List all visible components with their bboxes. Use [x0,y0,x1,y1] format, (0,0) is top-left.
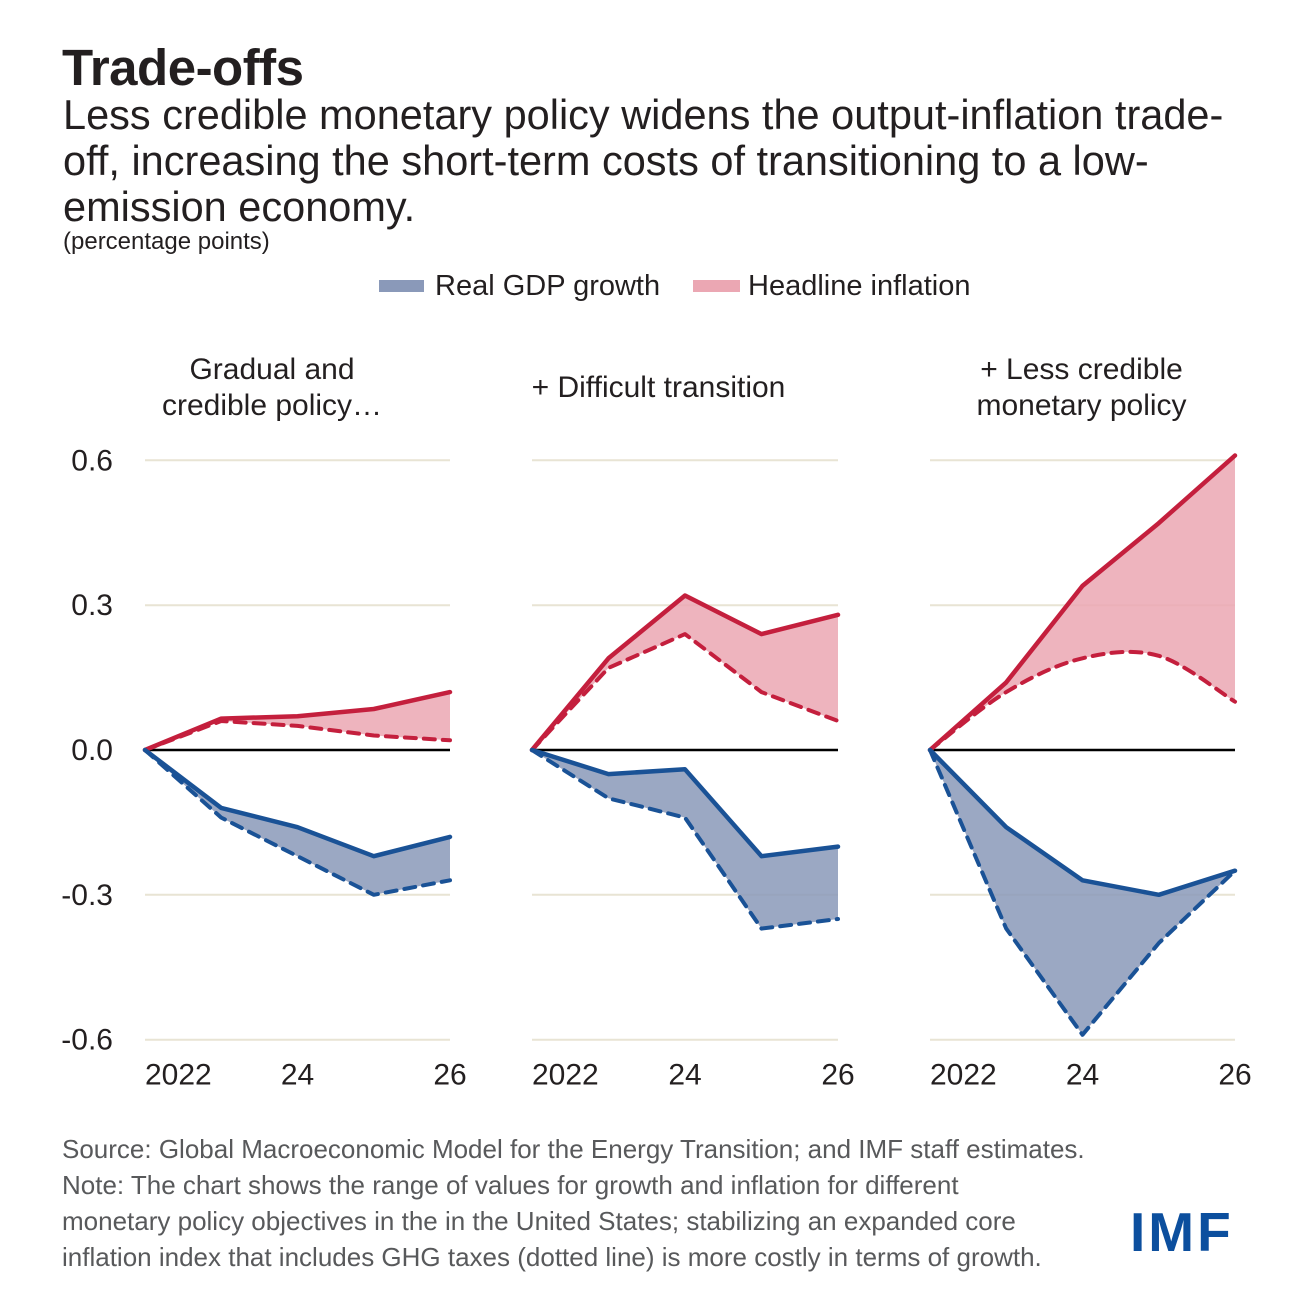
svg-text:24: 24 [668,1059,701,1092]
svg-text:0.3: 0.3 [71,589,113,622]
svg-text:24: 24 [1066,1059,1099,1092]
svg-text:2022: 2022 [145,1059,212,1092]
svg-text:2022: 2022 [930,1059,997,1092]
svg-text:24: 24 [281,1059,314,1092]
svg-text:-0.3: -0.3 [61,879,113,912]
svg-text:26: 26 [821,1059,854,1092]
svg-text:-0.6: -0.6 [61,1024,113,1057]
svg-text:0.0: 0.0 [71,734,113,767]
svg-text:0.6: 0.6 [71,444,113,477]
svg-text:26: 26 [1218,1059,1251,1092]
svg-text:2022: 2022 [532,1059,599,1092]
svg-text:26: 26 [433,1059,466,1092]
